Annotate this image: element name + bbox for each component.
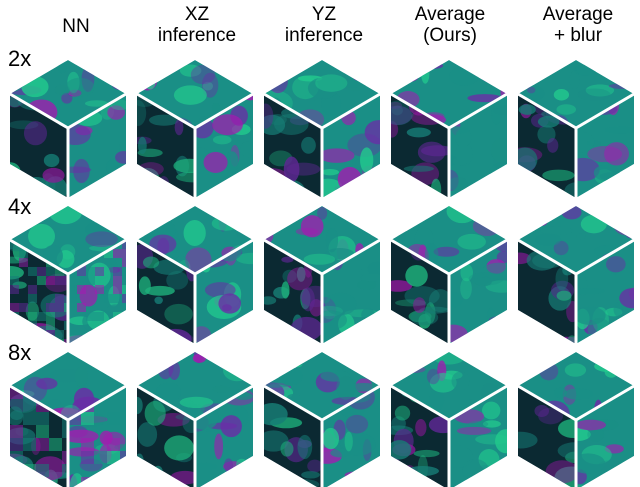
cube-edge — [194, 238, 254, 276]
cube-edge — [390, 384, 450, 422]
cube-2x-xz — [136, 60, 254, 198]
cube-edge — [448, 384, 508, 422]
cube-2x-avg — [390, 60, 508, 198]
cube-edge — [67, 92, 127, 130]
cube-edge — [136, 384, 196, 422]
column-header-nn: NN — [62, 16, 90, 37]
column-header-yz-inference: YZ inference — [284, 4, 364, 46]
row-label-4x: 4x — [6, 194, 34, 219]
column-header-average-blur: Average + blur — [542, 4, 614, 46]
cube-edge — [67, 384, 127, 422]
cube-edge — [263, 238, 323, 276]
cube-edge — [136, 238, 196, 276]
column-header-xz-inference: XZ inference — [157, 4, 237, 46]
cube-edge — [136, 92, 196, 130]
cube-edge — [517, 92, 577, 130]
cube-8x-avg — [390, 352, 508, 487]
row-label-8x: 8x — [6, 340, 34, 365]
cube-4x-xz — [136, 206, 254, 344]
cube-4x-yz — [263, 206, 381, 344]
cube-edge — [9, 384, 69, 422]
cube-face-right — [68, 94, 126, 198]
cube-edge — [321, 92, 381, 130]
cube-edge — [575, 92, 635, 130]
cube-8x-xz — [136, 352, 254, 487]
cube-edge — [575, 384, 635, 422]
cube-edge — [575, 238, 635, 276]
cube-edge — [390, 238, 450, 276]
cube-edge — [263, 384, 323, 422]
cube-8x-blur — [517, 352, 635, 487]
cube-edge — [9, 238, 69, 276]
cube-face-left — [518, 94, 576, 198]
cube-8x-yz — [263, 352, 381, 487]
cube-edge — [194, 384, 254, 422]
column-header-average-ours: Average (Ours) — [414, 4, 486, 46]
cube-edge — [321, 384, 381, 422]
cube-edge — [517, 384, 577, 422]
cube-edge — [9, 92, 69, 130]
cube-edge — [448, 238, 508, 276]
cube-4x-avg — [390, 206, 508, 344]
cube-8x-nn — [9, 352, 127, 487]
row-label-2x: 2x — [6, 46, 34, 71]
cube-face-right — [68, 386, 126, 487]
cube-2x-nn — [9, 60, 127, 198]
cube-edge — [67, 238, 127, 276]
cube-edge — [263, 92, 323, 130]
cube-edge — [321, 238, 381, 276]
cube-edge — [390, 92, 450, 130]
cube-4x-nn — [9, 206, 127, 344]
cube-2x-blur — [517, 60, 635, 198]
cube-edge — [448, 92, 508, 130]
cube-2x-yz — [263, 60, 381, 198]
cube-4x-blur — [517, 206, 635, 344]
cube-face-left — [137, 386, 195, 487]
cube-edge — [194, 92, 254, 130]
cube-edge — [517, 238, 577, 276]
